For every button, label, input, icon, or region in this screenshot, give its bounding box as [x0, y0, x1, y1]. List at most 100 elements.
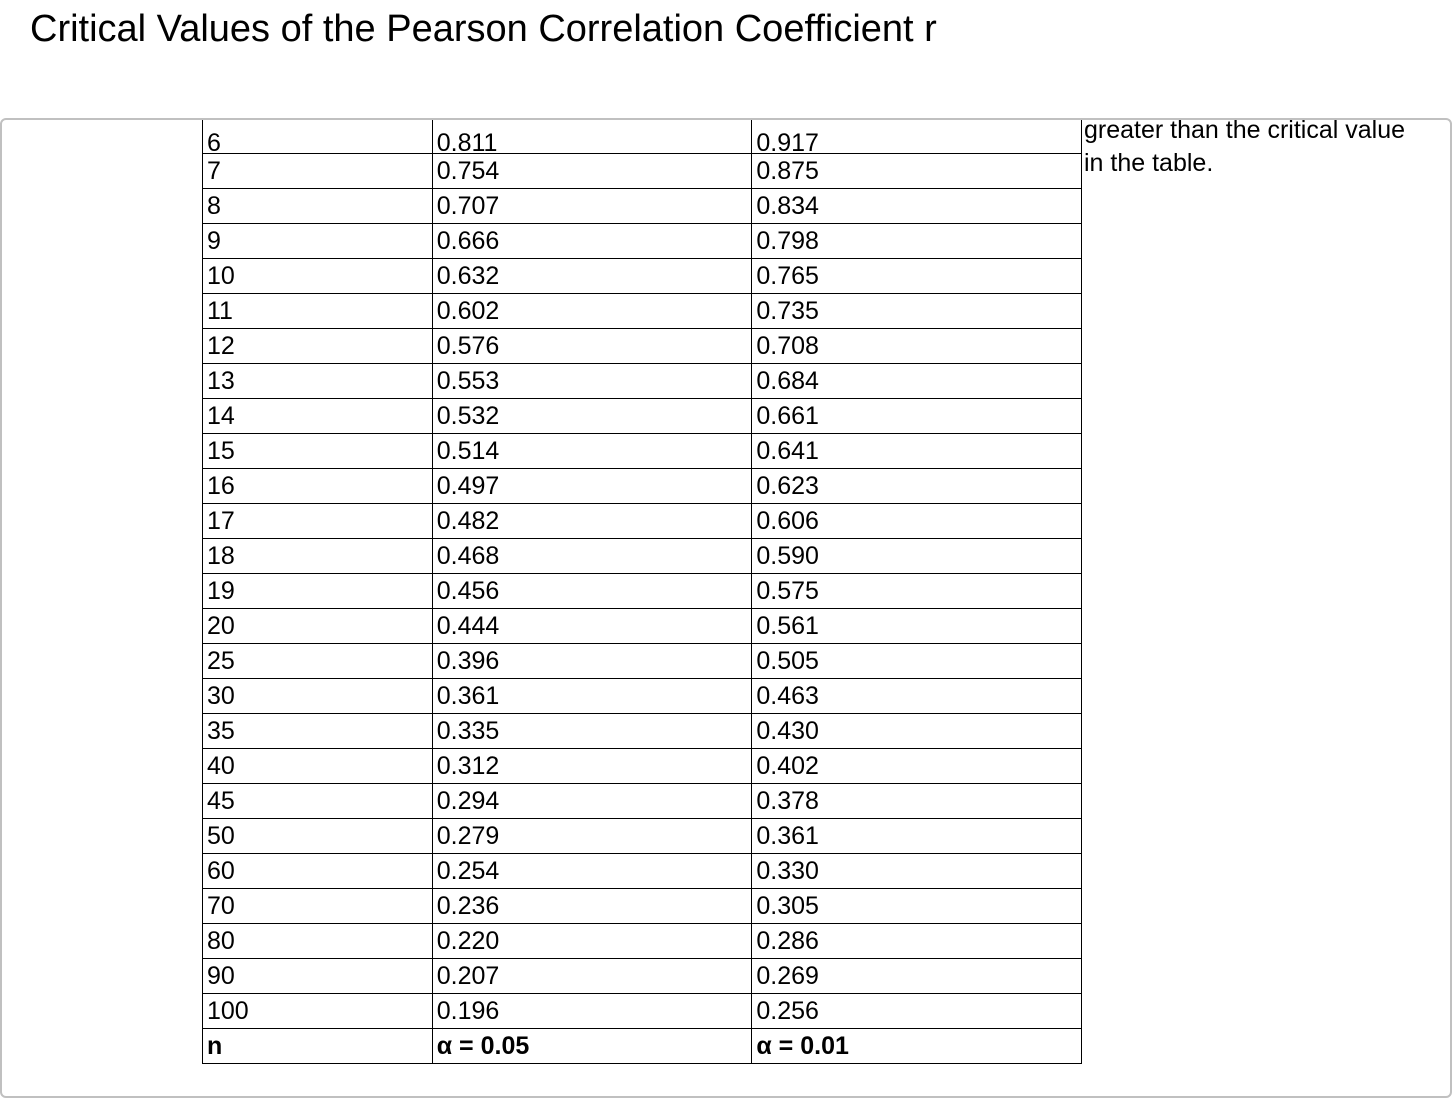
table-cell: 25 [203, 644, 433, 679]
table-cell: 0.917 [752, 120, 1082, 154]
table-cell: 0.497 [432, 469, 752, 504]
table-cell: 0.575 [752, 574, 1082, 609]
table-cell: 0.482 [432, 504, 752, 539]
table-cell: 0.256 [752, 994, 1082, 1029]
table-cell: 45 [203, 784, 433, 819]
table-row: 90.6660.798 [203, 224, 1082, 259]
table-cell: 0.765 [752, 259, 1082, 294]
table-row: 1000.1960.256 [203, 994, 1082, 1029]
table-row: 70.7540.875 [203, 154, 1082, 189]
critical-values-table-container: 60.8110.91770.7540.87580.7070.83490.6660… [202, 120, 1082, 1064]
table-cell: 0.236 [432, 889, 752, 924]
table-cell: 0.561 [752, 609, 1082, 644]
table-row: 350.3350.430 [203, 714, 1082, 749]
table-footer-cell: n [203, 1029, 433, 1064]
table-row: 60.8110.917 [203, 120, 1082, 154]
table-cell: 0.312 [432, 749, 752, 784]
table-row: 80.7070.834 [203, 189, 1082, 224]
table-cell: 0.269 [752, 959, 1082, 994]
table-cell: 80 [203, 924, 433, 959]
table-cell: 0.641 [752, 434, 1082, 469]
table-cell: 100 [203, 994, 433, 1029]
table-cell: 0.875 [752, 154, 1082, 189]
table-cell: 0.661 [752, 399, 1082, 434]
note-text: greater than the critical value in the t… [1084, 114, 1414, 179]
table-row: 450.2940.378 [203, 784, 1082, 819]
table-cell: 0.402 [752, 749, 1082, 784]
table-cell: 0.590 [752, 539, 1082, 574]
table-row: 300.3610.463 [203, 679, 1082, 714]
table-cell: 90 [203, 959, 433, 994]
table-cell: 0.378 [752, 784, 1082, 819]
table-cell: 12 [203, 329, 433, 364]
table-cell: 0.532 [432, 399, 752, 434]
table-row: 150.5140.641 [203, 434, 1082, 469]
table-row: 800.2200.286 [203, 924, 1082, 959]
table-cell: 60 [203, 854, 433, 889]
table-row: 180.4680.590 [203, 539, 1082, 574]
table-cell: 8 [203, 189, 433, 224]
table-cell: 50 [203, 819, 433, 854]
table-cell: 0.632 [432, 259, 752, 294]
table-cell: 0.708 [752, 329, 1082, 364]
table-row: 170.4820.606 [203, 504, 1082, 539]
table-cell: 0.361 [432, 679, 752, 714]
table-cell: 15 [203, 434, 433, 469]
table-cell: 0.798 [752, 224, 1082, 259]
table-cell: 0.444 [432, 609, 752, 644]
table-cell: 0.606 [752, 504, 1082, 539]
table-footer-cell: α = 0.01 [752, 1029, 1082, 1064]
table-footer-row: nα = 0.05α = 0.01 [203, 1029, 1082, 1064]
table-cell: 0.207 [432, 959, 752, 994]
table-cell: 0.514 [432, 434, 752, 469]
table-cell: 19 [203, 574, 433, 609]
critical-values-table: 60.8110.91770.7540.87580.7070.83490.6660… [202, 120, 1082, 1064]
table-footer-cell: α = 0.05 [432, 1029, 752, 1064]
table-cell: 16 [203, 469, 433, 504]
table-row: 250.3960.505 [203, 644, 1082, 679]
table-row: 190.4560.575 [203, 574, 1082, 609]
table-row: 500.2790.361 [203, 819, 1082, 854]
table-row: 900.2070.269 [203, 959, 1082, 994]
table-cell: 0.811 [432, 120, 752, 154]
page-title: Critical Values of the Pearson Correlati… [30, 8, 937, 51]
table-cell: 0.735 [752, 294, 1082, 329]
table-row: 120.5760.708 [203, 329, 1082, 364]
table-cell: 0.330 [752, 854, 1082, 889]
table-cell: 0.602 [432, 294, 752, 329]
table-cell: 7 [203, 154, 433, 189]
table-cell: 14 [203, 399, 433, 434]
table-cell: 0.279 [432, 819, 752, 854]
table-cell: 0.754 [432, 154, 752, 189]
table-cell: 6 [203, 120, 433, 154]
table-cell: 0.463 [752, 679, 1082, 714]
table-cell: 0.430 [752, 714, 1082, 749]
table-cell: 9 [203, 224, 433, 259]
table-cell: 0.834 [752, 189, 1082, 224]
table-cell: 0.335 [432, 714, 752, 749]
table-cell: 0.505 [752, 644, 1082, 679]
table-row: 700.2360.305 [203, 889, 1082, 924]
table-cell: 70 [203, 889, 433, 924]
table-cell: 0.468 [432, 539, 752, 574]
table-row: 110.6020.735 [203, 294, 1082, 329]
table-row: 130.5530.684 [203, 364, 1082, 399]
table-cell: 10 [203, 259, 433, 294]
table-cell: 13 [203, 364, 433, 399]
table-cell: 0.196 [432, 994, 752, 1029]
content-frame: 60.8110.91770.7540.87580.7070.83490.6660… [0, 118, 1452, 1098]
table-cell: 0.666 [432, 224, 752, 259]
table-row: 200.4440.561 [203, 609, 1082, 644]
table-cell: 35 [203, 714, 433, 749]
table-cell: 11 [203, 294, 433, 329]
table-cell: 20 [203, 609, 433, 644]
table-cell: 0.254 [432, 854, 752, 889]
table-cell: 0.396 [432, 644, 752, 679]
table-cell: 0.220 [432, 924, 752, 959]
table-cell: 0.361 [752, 819, 1082, 854]
table-cell: 0.684 [752, 364, 1082, 399]
table-row: 100.6320.765 [203, 259, 1082, 294]
table-cell: 0.456 [432, 574, 752, 609]
table-cell: 0.707 [432, 189, 752, 224]
table-cell: 0.576 [432, 329, 752, 364]
